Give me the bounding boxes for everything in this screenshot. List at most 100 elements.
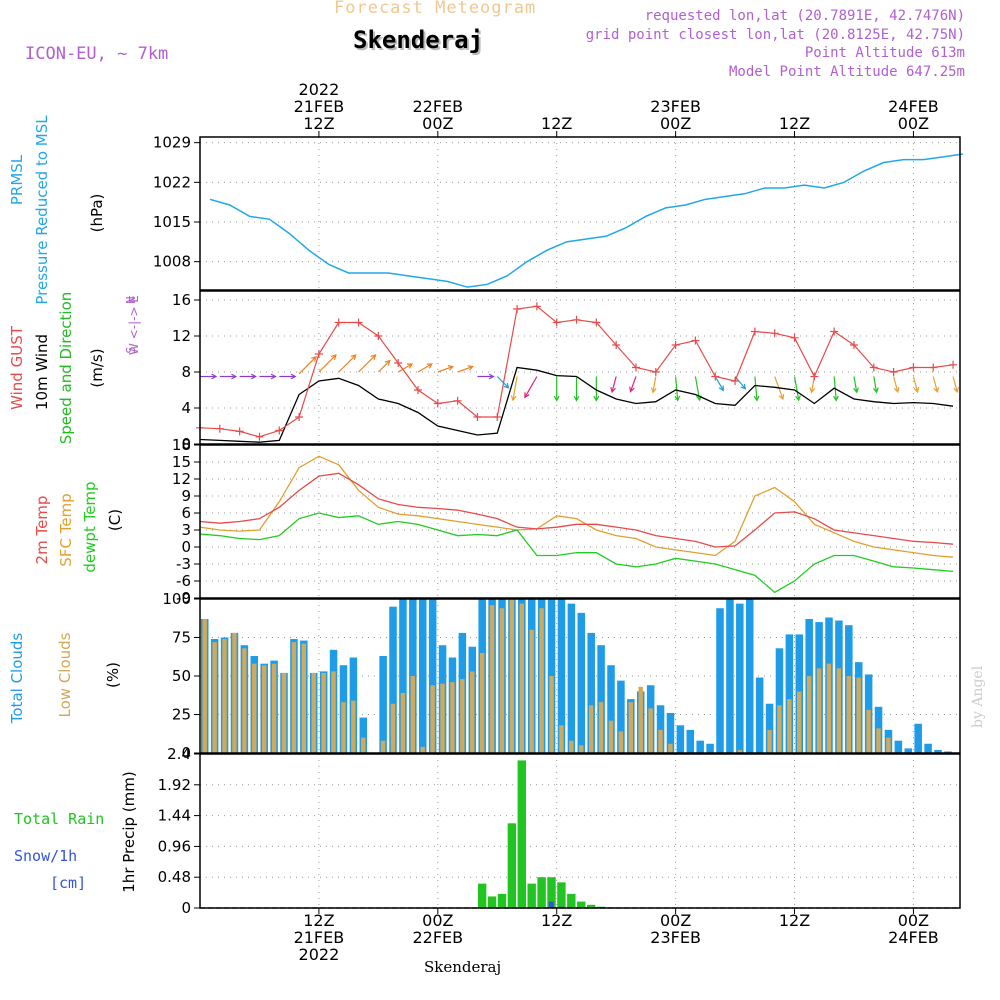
- cloud-bar-low: [836, 668, 842, 753]
- cloud-bar-low: [470, 671, 475, 753]
- cloud-bar-low: [856, 677, 861, 753]
- cloud-bar-total: [904, 748, 913, 753]
- wind-arrow: [457, 365, 473, 373]
- cloud-bar-total: [934, 749, 942, 753]
- cloud-bar-total: [716, 608, 724, 753]
- y-tick-label: 0: [181, 744, 191, 762]
- cloud-bar-low: [479, 652, 485, 753]
- cloud-bar-total: [736, 603, 744, 753]
- cloud-bar-low: [797, 691, 802, 753]
- wind-arrow-head: [872, 387, 879, 394]
- cloud-bar-low: [321, 672, 326, 753]
- clouds-unit: (%): [104, 662, 122, 688]
- wind-arrow-head: [893, 386, 900, 394]
- top-time-label: 22FEB: [412, 97, 463, 116]
- top-time-label: 21FEB: [294, 97, 345, 116]
- gust-point: [770, 329, 779, 338]
- sfc-temp-label: SFC Temp: [57, 493, 75, 566]
- cloud-bar-low: [351, 700, 356, 753]
- cloud-bar-total: [706, 743, 714, 753]
- y-tick-label: 1008: [153, 253, 191, 271]
- snow-bar: [548, 901, 554, 908]
- y-tick-label: 15: [172, 453, 191, 471]
- top-time-label: 23FEB: [650, 97, 701, 116]
- cloud-bar-low: [598, 702, 604, 753]
- cloud-bar-low: [242, 648, 247, 753]
- wind-gust-label: Wind GUST: [8, 325, 26, 410]
- cloud-bar-low: [737, 749, 742, 753]
- cloud-bar-low: [281, 672, 287, 753]
- gust-point: [513, 305, 522, 313]
- cloud-bar-total: [656, 705, 665, 753]
- cloud-bar-total: [577, 612, 586, 753]
- gust-point: [889, 368, 898, 376]
- cloud-bar-low: [826, 663, 832, 753]
- gust-point: [354, 318, 363, 327]
- wind-arrow-head: [447, 365, 455, 371]
- wind-arrow-head: [384, 359, 391, 366]
- bottom-time-label: 23FEB: [650, 928, 701, 947]
- total-rain-label: Total Rain: [14, 810, 104, 828]
- wind-arrow: [318, 354, 337, 373]
- cloud-bar-low: [252, 663, 257, 753]
- y-tick-label: 2.4: [167, 745, 191, 763]
- panel-clouds: 0 25 50 75 100: [162, 590, 961, 762]
- cloud-bar-total: [765, 703, 774, 753]
- wind-arrow: [873, 376, 878, 393]
- panel-wind: 0 4 8 12 16: [172, 290, 961, 453]
- y-tick-label: -3: [176, 555, 191, 573]
- gust-point: [750, 327, 759, 336]
- gust-point: [473, 413, 482, 421]
- panel-frame: [199, 444, 961, 599]
- y-tick-label: 25: [172, 706, 191, 724]
- gust-point: [651, 368, 660, 376]
- cloud-bar-total: [894, 740, 903, 753]
- gust-point: [334, 318, 343, 327]
- meta-model-altitude: Model Point Altitude 647.25m: [728, 64, 965, 80]
- meta-requested: requested lon,lat (20.7891E, 42.7476N): [644, 8, 965, 24]
- y-tick-label: 16: [172, 291, 191, 309]
- cloud-bar-low: [509, 599, 515, 753]
- wind-arrow: [714, 376, 724, 391]
- gust-point: [295, 413, 304, 421]
- wind-arrow-head: [593, 395, 600, 402]
- top-time-label: 12Z: [541, 114, 572, 133]
- cloud-bar-low: [440, 683, 445, 753]
- cloud-bar-total: [785, 634, 794, 753]
- pressure-line: [209, 153, 964, 288]
- cloud-bar-low: [886, 737, 891, 753]
- meta-gridpoint: grid point closest lon,lat (20.8125E, 42…: [585, 27, 965, 43]
- cloud-bar-low: [271, 663, 277, 753]
- top-time-label: 24FEB: [888, 97, 939, 116]
- cloud-bar-low: [866, 709, 871, 753]
- wind-arrow-head: [488, 373, 495, 380]
- bottom-time-label: 00Z: [898, 911, 929, 930]
- wind-10m-label: 10m Wind: [33, 334, 51, 410]
- wind-arrow: [397, 363, 413, 373]
- cloud-bar-low: [430, 685, 435, 753]
- wind-arrow: [734, 376, 746, 390]
- bottom-time-label: 24FEB: [888, 928, 939, 947]
- cloud-bar-low: [787, 699, 792, 753]
- location-title: Skenderaj: [353, 26, 484, 54]
- pressure-label-long: Pressure Reduced to MSL: [33, 115, 51, 305]
- wind-arrow-head: [467, 365, 474, 371]
- temp-unit: (C): [106, 509, 124, 531]
- gust-point: [691, 336, 700, 345]
- bottom-time-label: 00Z: [660, 911, 691, 930]
- wind-arrow-head: [953, 386, 959, 394]
- meta-altitude: Point Altitude 613m: [804, 45, 965, 61]
- cloud-bar-total: [696, 740, 704, 753]
- wind-arrow: [358, 354, 376, 373]
- cloud-bar-low: [767, 729, 772, 753]
- cloud-bar-low: [876, 728, 881, 753]
- gust-point: [711, 372, 720, 381]
- gust-point: [949, 360, 958, 369]
- cloud-bar-total: [924, 743, 932, 753]
- pressure-unit: (hPa): [88, 194, 106, 233]
- top-time-label: 00Z: [898, 114, 929, 133]
- rain-bar: [527, 883, 536, 908]
- rain-bar: [577, 901, 586, 908]
- gust-point: [394, 359, 403, 367]
